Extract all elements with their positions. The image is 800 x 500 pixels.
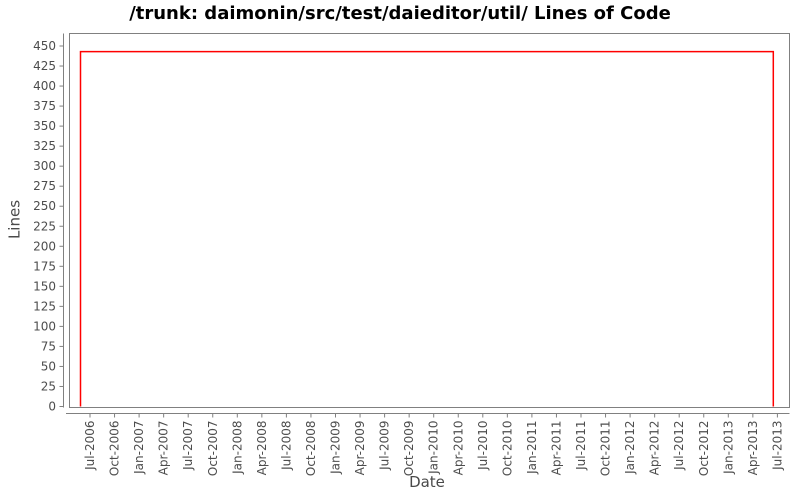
x-tick-label: Apr-2012 <box>648 421 662 476</box>
y-tick-label: 150 <box>33 279 56 293</box>
svg-text:Oct-2006: Oct-2006 <box>108 421 122 477</box>
x-tick-label: Oct-2010 <box>500 421 514 477</box>
svg-text:Apr-2011: Apr-2011 <box>549 421 563 476</box>
y-tick-label: 275 <box>33 179 56 193</box>
svg-text:Oct-2007: Oct-2007 <box>206 421 220 477</box>
x-tick-label: Jul-2012 <box>672 421 686 471</box>
svg-text:Oct-2010: Oct-2010 <box>500 421 514 477</box>
x-tick-label: Jan-2007 <box>132 421 146 475</box>
svg-text:Oct-2008: Oct-2008 <box>304 421 318 477</box>
svg-text:Jan-2012: Jan-2012 <box>623 421 637 475</box>
x-tick-label: Jul-2007 <box>181 421 195 471</box>
y-tick-label: 50 <box>41 359 56 373</box>
y-axis-label: Lines <box>5 199 24 240</box>
y-tick-label: 325 <box>33 139 56 153</box>
x-tick-label: Jan-2013 <box>721 421 735 475</box>
y-tick-label: 300 <box>33 159 56 173</box>
x-tick-label: Jan-2012 <box>623 421 637 475</box>
y-tick-label: 75 <box>41 339 56 353</box>
y-tick-label: 250 <box>33 199 56 213</box>
x-tick-label: Apr-2010 <box>451 421 465 476</box>
svg-text:Jul-2006: Jul-2006 <box>83 421 97 471</box>
x-tick-label: Jul-2008 <box>279 421 293 471</box>
svg-text:Apr-2008: Apr-2008 <box>255 421 269 476</box>
svg-text:Jul-2011: Jul-2011 <box>574 421 588 471</box>
svg-text:Jul-2010: Jul-2010 <box>476 421 490 471</box>
svg-text:Apr-2012: Apr-2012 <box>648 421 662 476</box>
y-tick-label: 0 <box>48 400 56 414</box>
svg-text:Apr-2009: Apr-2009 <box>353 421 367 476</box>
svg-text:Jan-2013: Jan-2013 <box>721 421 735 475</box>
svg-text:Apr-2010: Apr-2010 <box>451 421 465 476</box>
chart-title: /trunk: daimonin/src/test/daieditor/util… <box>129 3 671 24</box>
y-tick-label: 125 <box>33 299 56 313</box>
svg-text:Apr-2013: Apr-2013 <box>746 421 760 476</box>
svg-text:Jul-2013: Jul-2013 <box>770 421 784 471</box>
svg-text:Apr-2007: Apr-2007 <box>157 421 171 476</box>
x-tick-label: Apr-2011 <box>549 421 563 476</box>
y-tick-label: 225 <box>33 219 56 233</box>
x-tick-label: Oct-2008 <box>304 421 318 477</box>
x-tick-label: Jan-2008 <box>230 421 244 475</box>
x-tick-label: Apr-2009 <box>353 421 367 476</box>
svg-text:Jan-2007: Jan-2007 <box>132 421 146 475</box>
svg-text:Jan-2010: Jan-2010 <box>427 421 441 475</box>
svg-text:Oct-2011: Oct-2011 <box>599 421 613 477</box>
y-tick-label: 375 <box>33 99 56 113</box>
svg-text:Jul-2012: Jul-2012 <box>672 421 686 471</box>
svg-text:Jul-2009: Jul-2009 <box>378 421 392 471</box>
y-tick-label: 425 <box>33 59 56 73</box>
series-line-lines-of-code <box>79 50 775 407</box>
y-tick-label: 175 <box>33 259 56 273</box>
x-tick-label: Jan-2010 <box>427 421 441 475</box>
x-tick-label: Apr-2013 <box>746 421 760 476</box>
svg-text:Jan-2009: Jan-2009 <box>329 421 343 475</box>
y-tick-label: 25 <box>41 379 56 393</box>
y-tick-label: 350 <box>33 119 56 133</box>
y-tick-label: 400 <box>33 79 56 93</box>
x-tick-label: Oct-2012 <box>697 421 711 477</box>
x-tick-label: Apr-2007 <box>157 421 171 476</box>
x-tick-label: Jul-2010 <box>476 421 490 471</box>
svg-text:Jan-2011: Jan-2011 <box>525 421 539 475</box>
x-tick-label: Oct-2007 <box>206 421 220 477</box>
x-tick-label: Jan-2011 <box>525 421 539 475</box>
x-tick-label: Oct-2009 <box>402 421 416 477</box>
x-tick-label: Jul-2013 <box>770 421 784 471</box>
svg-text:Oct-2009: Oct-2009 <box>402 421 416 477</box>
x-tick-label: Jul-2009 <box>378 421 392 471</box>
y-tick-label: 200 <box>33 239 56 253</box>
svg-text:Oct-2012: Oct-2012 <box>697 421 711 477</box>
plot-border <box>69 33 790 408</box>
svg-text:Jan-2008: Jan-2008 <box>230 421 244 475</box>
x-tick-label: Oct-2006 <box>108 421 122 477</box>
x-tick-label: Apr-2008 <box>255 421 269 476</box>
x-tick-label: Jul-2011 <box>574 421 588 471</box>
x-tick-label: Oct-2011 <box>599 421 613 477</box>
x-tick-label: Jul-2006 <box>83 421 97 471</box>
y-tick-label: 100 <box>33 319 56 333</box>
svg-text:Jul-2008: Jul-2008 <box>279 421 293 471</box>
y-tick-label: 450 <box>33 39 56 53</box>
svg-text:Jul-2007: Jul-2007 <box>181 421 195 471</box>
x-axis-label: Date <box>409 473 445 491</box>
x-tick-label: Jan-2009 <box>329 421 343 475</box>
